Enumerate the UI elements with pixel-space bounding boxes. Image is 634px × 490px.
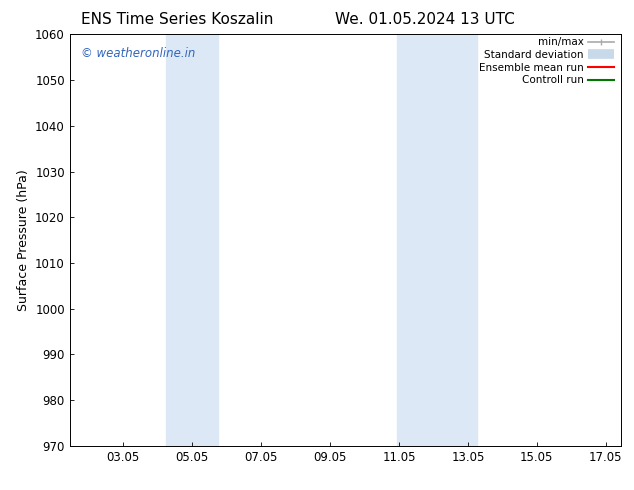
Text: We. 01.05.2024 13 UTC: We. 01.05.2024 13 UTC <box>335 12 515 27</box>
Bar <box>166 34 218 446</box>
Y-axis label: Surface Pressure (hPa): Surface Pressure (hPa) <box>16 169 30 311</box>
Legend: min/max, Standard deviation, Ensemble mean run, Controll run: min/max, Standard deviation, Ensemble me… <box>477 35 616 87</box>
Text: ENS Time Series Koszalin: ENS Time Series Koszalin <box>81 12 274 27</box>
Text: © weatheronline.in: © weatheronline.in <box>81 47 195 60</box>
Bar <box>398 34 477 446</box>
